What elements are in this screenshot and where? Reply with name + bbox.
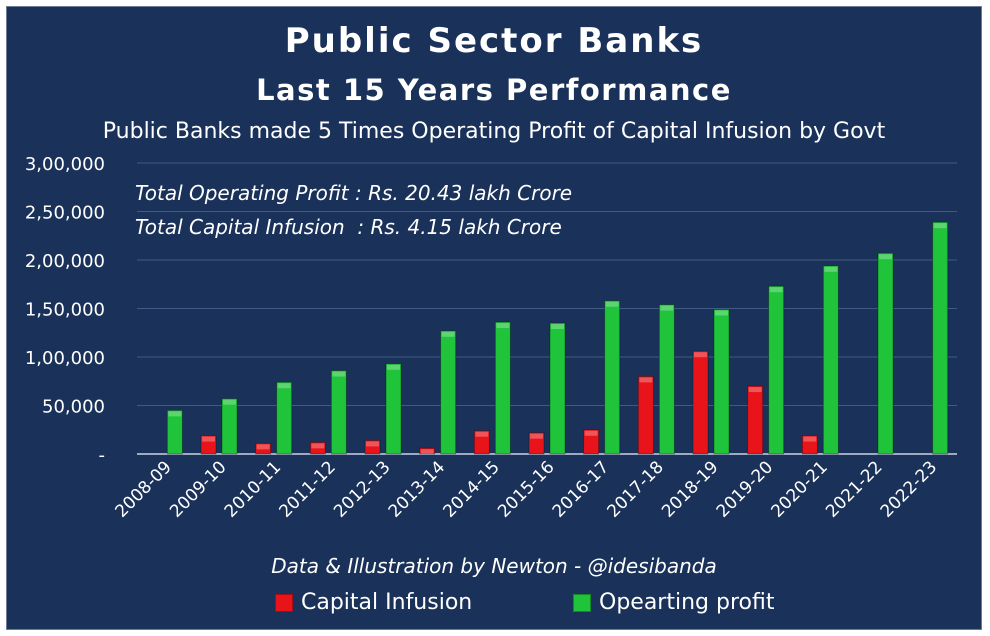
x-tick-label: 2017-18 (604, 457, 668, 521)
chart-frame: Public Sector Banks Last 15 Years Perfor… (6, 6, 982, 630)
chart-tagline: Public Banks made 5 Times Operating Prof… (102, 119, 886, 144)
bar-operating-profit-highlight (824, 266, 838, 272)
bar-capital-infusion (255, 442, 272, 455)
bar-operating-profit (166, 409, 183, 455)
bar-operating-profit-highlight (496, 323, 510, 329)
bar-operating-profit-highlight (168, 411, 182, 417)
bar-capital-infusion-highlight (694, 352, 707, 358)
chart-credit: Data & Illustration by Newton - @idesiba… (271, 554, 717, 578)
bar-capital-infusion (200, 435, 217, 455)
y-tick-label: 2,50,000 (25, 203, 105, 224)
legend-label-operating-profit: Opearting profit (599, 590, 775, 615)
x-tick-label: 2020-21 (768, 457, 832, 521)
chart-legend: Capital Infusion Opearting profit (7, 590, 981, 622)
y-tick-label: 3,00,000 (25, 154, 105, 175)
bar-operating-profit (713, 309, 730, 455)
bar-capital-infusion (801, 435, 818, 455)
legend-swatch-capital-infusion (275, 593, 293, 612)
bar-operating-profit-highlight (605, 301, 619, 307)
bar-capital-infusion-highlight (803, 436, 817, 442)
bar-capital-infusion-highlight (256, 444, 270, 450)
bar-operating-profit (385, 363, 402, 455)
annotation-capital-infusion: Total Capital Infusion : Rs. 4.15 lakh C… (135, 215, 562, 239)
bar-operating-profit (768, 285, 785, 455)
y-tick-label: 1,00,000 (25, 348, 105, 369)
bar-capital-infusion-highlight (584, 430, 598, 436)
x-tick-label: 2022-23 (877, 457, 941, 521)
legend-label-capital-infusion: Capital Infusion (301, 590, 473, 615)
x-tick-label: 2018-19 (658, 457, 722, 521)
x-tick-label: 2010-11 (221, 457, 285, 521)
bar-operating-profit-highlight (332, 371, 346, 377)
x-tick-label: 2015-16 (494, 457, 558, 521)
bar-capital-infusion-highlight (475, 431, 489, 437)
bar-operating-profit (549, 322, 566, 455)
bar-capital-infusion-highlight (639, 377, 653, 383)
bar-capital-infusion-highlight (311, 443, 325, 449)
bar-capital-infusion-highlight (420, 449, 434, 454)
x-tick-label: 2014-15 (440, 457, 504, 521)
bar-capital-infusion (583, 429, 600, 455)
y-tick-label: 2,00,000 (25, 251, 105, 272)
bar-chart: - 50,000 1,00,000 1,50,000 2,00,000 2,50,000 3… (25, 154, 957, 522)
x-tick-label: 2013-14 (385, 457, 449, 521)
bar-capital-infusion (364, 440, 381, 455)
bar-operating-profit (932, 221, 949, 455)
legend-item-capital-infusion: Capital Infusion (275, 590, 472, 615)
x-tick-label: 2009-10 (166, 457, 230, 521)
x-tick-label: 2021-22 (822, 457, 886, 521)
bar-capital-infusion-highlight (366, 441, 379, 447)
bar-operating-profit (330, 370, 347, 455)
x-tick-label: 2012-13 (330, 457, 394, 521)
bar-capital-infusion (473, 430, 490, 455)
bar-capital-infusion (309, 441, 326, 455)
bar-capital-infusion (528, 432, 545, 455)
bar-operating-profit-highlight (277, 383, 291, 389)
bar-operating-profit-highlight (660, 305, 674, 311)
y-tick-label: 1,50,000 (25, 300, 105, 321)
y-tick-label: 50,000 (42, 397, 105, 418)
bar-operating-profit (221, 398, 238, 455)
bar-capital-infusion (637, 375, 654, 455)
bar-capital-infusion-highlight (748, 387, 762, 393)
bar-capital-infusion (419, 447, 436, 455)
x-tick-label: 2011-12 (276, 457, 340, 521)
y-tick-label: - (99, 445, 106, 466)
bar-capital-infusion-highlight (202, 436, 215, 442)
legend-item-operating-profit: Opearting profit (573, 590, 774, 615)
legend-swatch-operating-profit (573, 593, 591, 612)
bar-operating-profit (440, 330, 457, 455)
bar-capital-infusion (692, 350, 709, 455)
x-tick-label: 2016-17 (549, 457, 613, 521)
bar-operating-profit (822, 265, 839, 455)
bar-operating-profit-highlight (879, 254, 892, 260)
chart-subtitle: Last 15 Years Performance (256, 73, 732, 107)
bar-operating-profit (604, 300, 621, 455)
annotation-operating-profit: Total Operating Profit : Rs. 20.43 lakh … (135, 181, 573, 205)
bar-operating-profit-highlight (769, 287, 783, 293)
bar-operating-profit (877, 252, 894, 455)
chart-title: Public Sector Banks (284, 21, 704, 61)
bar-operating-profit-highlight (387, 364, 400, 370)
bar-operating-profit-highlight (441, 331, 455, 337)
x-tick-label: 2008-09 (112, 457, 176, 521)
bar-capital-infusion-highlight (530, 433, 543, 439)
bar-operating-profit-highlight (223, 399, 236, 405)
bar-operating-profit (494, 321, 511, 455)
bar-operating-profit-highlight (933, 223, 947, 229)
bar-capital-infusion (747, 385, 764, 455)
bar-operating-profit (658, 304, 675, 455)
x-tick-label: 2019-20 (713, 457, 777, 521)
bar-operating-profit-highlight (551, 324, 564, 330)
bar-operating-profit-highlight (715, 310, 728, 316)
bar-operating-profit (276, 381, 293, 455)
